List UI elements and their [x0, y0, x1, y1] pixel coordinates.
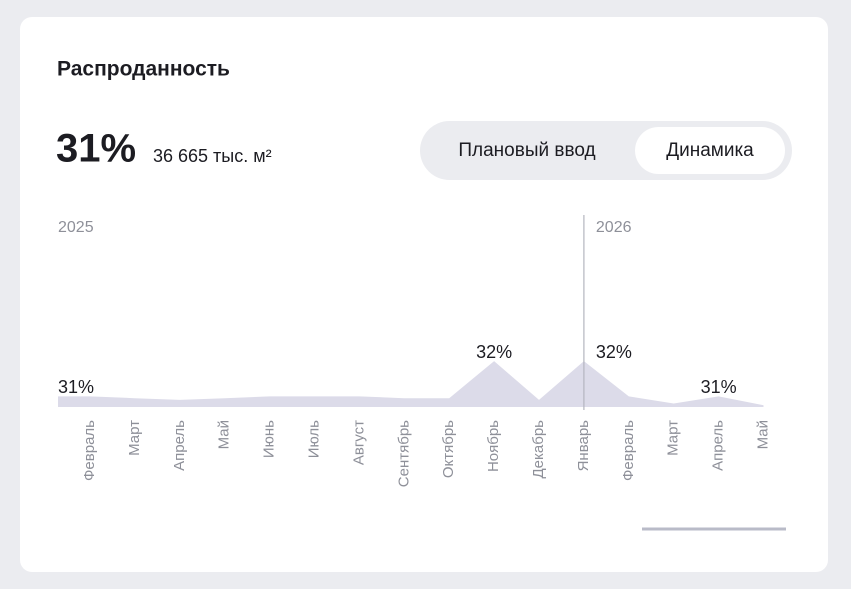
x-tick-label: Сентябрь [395, 420, 412, 487]
title: Распроданность [57, 58, 230, 81]
x-tick-label: Июнь [261, 420, 278, 458]
x-tick-label: Июль [305, 420, 322, 458]
x-tick-label: Февраль [620, 420, 637, 481]
summary-value: 31% [56, 127, 136, 171]
x-tick-label: Декабрь [530, 420, 547, 479]
x-tick-label: Август [350, 420, 367, 465]
value-label: 32% [476, 342, 512, 362]
toggle-active [635, 127, 785, 174]
toggle-option[interactable]: Плановый ввод [458, 140, 595, 161]
card [20, 17, 828, 572]
toggle-option[interactable]: Динамика [666, 140, 754, 161]
x-tick-label: Май [754, 420, 771, 449]
x-tick-label: Ноябрь [485, 420, 502, 472]
year-label: 2026 [596, 219, 632, 236]
x-tick-label: Октябрь [440, 420, 457, 478]
x-tick-label: Март [126, 420, 143, 456]
x-tick-label: Май [216, 420, 233, 449]
x-tick-label: Апрель [710, 420, 727, 471]
summary-detail: 36 665 тыс. м² [153, 146, 272, 166]
x-tick-label: Март [665, 420, 682, 456]
x-tick-label: Январь [575, 420, 592, 472]
area [58, 361, 764, 407]
value-label: 31% [58, 377, 94, 397]
x-tick-label: Апрель [171, 420, 188, 471]
x-tick-label: Февраль [81, 420, 98, 481]
value-label: 31% [701, 377, 737, 397]
year-label: 2025 [58, 219, 94, 236]
value-label: 32% [596, 342, 632, 362]
